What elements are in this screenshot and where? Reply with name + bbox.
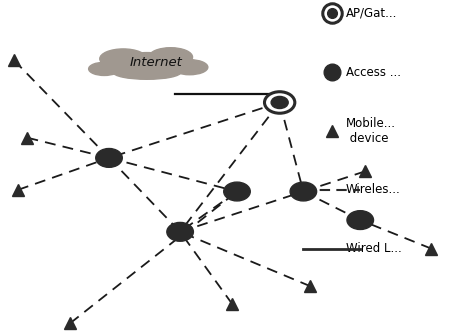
Text: Wireles...: Wireles... xyxy=(346,183,401,196)
Circle shape xyxy=(96,149,122,167)
Text: Wired L...: Wired L... xyxy=(346,242,402,255)
Circle shape xyxy=(224,182,250,201)
Circle shape xyxy=(347,211,374,229)
Ellipse shape xyxy=(149,48,192,67)
Ellipse shape xyxy=(113,65,181,79)
Circle shape xyxy=(167,222,193,241)
Circle shape xyxy=(264,92,295,113)
Text: Mobile...
 device: Mobile... device xyxy=(346,117,396,145)
Circle shape xyxy=(290,182,317,201)
Text: Internet: Internet xyxy=(130,56,183,69)
Circle shape xyxy=(271,96,288,109)
Ellipse shape xyxy=(100,49,147,69)
Ellipse shape xyxy=(89,62,120,76)
Text: AP/Gat...: AP/Gat... xyxy=(346,7,397,20)
Ellipse shape xyxy=(118,53,175,78)
Ellipse shape xyxy=(172,60,208,75)
Text: Access ...: Access ... xyxy=(346,66,401,79)
